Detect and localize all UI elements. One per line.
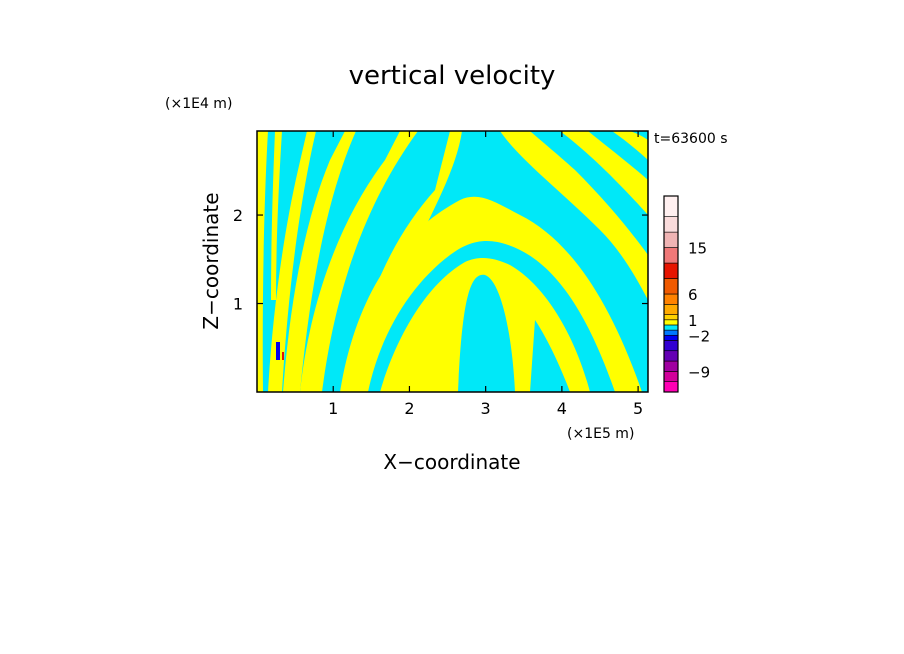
colorbar-band-12 — [663, 293, 679, 305]
colorbar-label-5: −9 — [688, 363, 710, 381]
field-patch-1 — [257, 131, 268, 392]
y-unit-label: (×1E4 m) — [165, 96, 232, 112]
field-minor-features — [276, 342, 284, 360]
colorbar-band-1 — [663, 381, 679, 393]
field-streak-3 — [283, 131, 356, 392]
field-streak-7 — [612, 131, 648, 160]
colorbar-band-11 — [663, 304, 679, 315]
colorbar-band-14 — [663, 262, 679, 279]
colorbar-band-10 — [663, 314, 679, 321]
field-bands-positive — [257, 131, 648, 392]
colorbar-band-2 — [663, 371, 679, 382]
colorbar-band-5 — [663, 340, 679, 352]
x-tick-label-4: 4 — [557, 399, 567, 418]
colorbar-label-1: 15 — [688, 240, 707, 258]
x-tick-label-2: 2 — [404, 399, 414, 418]
colorbar-band-7 — [663, 329, 679, 336]
colorbar-label-2: 6 — [688, 286, 698, 304]
y-axis-title: Z−coordinate — [199, 192, 223, 329]
colorbar-frame — [663, 195, 679, 393]
field-streak-2 — [348, 131, 462, 392]
plot-frame — [256, 130, 649, 393]
x-tick-label-3: 3 — [481, 399, 491, 418]
colorbar-band-13 — [663, 278, 679, 295]
x-unit-label: (×1E5 m) — [567, 426, 634, 442]
field-streak-4 — [268, 131, 316, 392]
x-tick-label-5: 5 — [633, 399, 643, 418]
field-streak-1 — [300, 131, 418, 392]
chart-title: vertical velocity — [349, 61, 556, 91]
colorbar-band-4 — [663, 350, 679, 362]
colorbar-band-8 — [663, 324, 679, 331]
colorbar-band-15 — [663, 247, 679, 264]
colorbar-band-16 — [663, 231, 679, 248]
field-downdraft-spot — [276, 342, 280, 360]
colorbar-band-3 — [663, 360, 679, 372]
colorbar-band-18 — [663, 195, 679, 217]
y-tick-label-1: 1 — [233, 295, 243, 314]
colorbar: 15 6 1−2 −9 — [663, 195, 710, 393]
field-arch-band-inner — [380, 258, 590, 392]
colorbar-band-6 — [663, 334, 679, 341]
field-updraft-spot — [282, 352, 284, 360]
colorbar-band-17 — [663, 216, 679, 233]
y-axis: 12 — [233, 206, 648, 314]
x-axis-title: X−coordinate — [383, 450, 520, 474]
y-tick-label-2: 2 — [233, 206, 243, 225]
x-axis: 1 2 3 4 5 — [328, 131, 643, 418]
colorbar-label-3: 1 — [688, 312, 698, 330]
time-label: t=63600 s — [654, 131, 728, 147]
colorbar-label-4: −2 — [688, 327, 710, 345]
field-streak-6 — [560, 131, 648, 215]
x-tick-label-1: 1 — [328, 399, 338, 418]
field-streak-5 — [500, 131, 648, 300]
colorbar-band-9 — [663, 319, 679, 326]
velocity-field — [257, 131, 648, 392]
field-patch-2 — [271, 131, 282, 300]
